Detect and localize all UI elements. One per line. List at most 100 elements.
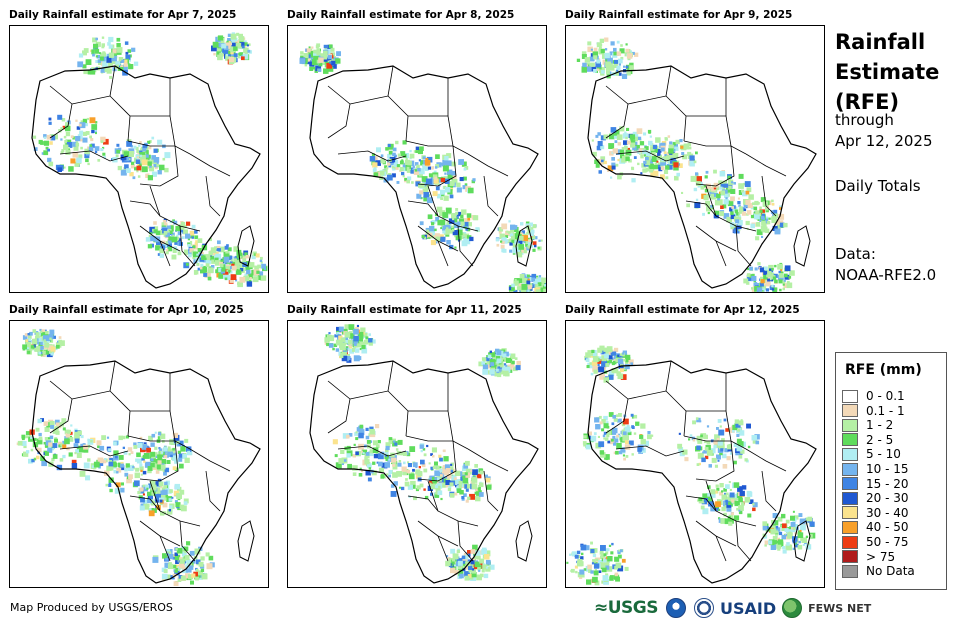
legend-label: 10 - 15 bbox=[866, 462, 909, 476]
country-border bbox=[189, 153, 231, 177]
side-title-line-3: (RFE) bbox=[835, 90, 900, 114]
legend-label: 1 - 2 bbox=[866, 418, 894, 433]
country-border bbox=[179, 225, 196, 267]
legend-item: 10 - 15 bbox=[842, 462, 909, 476]
legend-label: 50 - 75 bbox=[866, 535, 909, 549]
panel-title: Daily Rainfall estimate for Apr 11, 2025 bbox=[287, 304, 522, 316]
country-border bbox=[71, 95, 131, 142]
legend-swatch bbox=[842, 491, 858, 505]
country-border bbox=[405, 140, 469, 155]
legend-swatch bbox=[842, 477, 858, 491]
country-border bbox=[139, 440, 179, 482]
legend-item: 50 - 75 bbox=[842, 535, 909, 549]
panel-title: Daily Rainfall estimate for Apr 7, 2025 bbox=[9, 9, 237, 21]
country-border bbox=[71, 390, 131, 437]
rainfall-field bbox=[324, 324, 521, 581]
country-border bbox=[605, 85, 629, 139]
legend-swatch bbox=[842, 404, 858, 418]
agency-logos: ≈USGS USAID FEWS NET bbox=[594, 596, 871, 620]
country-border bbox=[387, 360, 394, 392]
country-border bbox=[457, 225, 474, 267]
rainfall-map bbox=[287, 320, 547, 588]
country-border bbox=[149, 185, 201, 232]
country-border bbox=[695, 440, 735, 482]
legend-swatch bbox=[842, 433, 858, 447]
usgs-logo: ≈USGS bbox=[594, 598, 659, 618]
africa-coastline bbox=[587, 360, 817, 584]
rainfall-map bbox=[9, 25, 269, 293]
legend-item: 2 - 5 bbox=[842, 433, 893, 447]
legend-swatch bbox=[842, 506, 858, 520]
country-border bbox=[761, 175, 777, 217]
country-border bbox=[685, 495, 717, 512]
country-border bbox=[715, 535, 727, 562]
africa-coastline bbox=[309, 65, 539, 289]
country-border bbox=[735, 520, 752, 562]
legend-swatch bbox=[842, 418, 858, 432]
madagascar-outline bbox=[237, 225, 255, 267]
country-border bbox=[59, 150, 129, 162]
madagascar-outline bbox=[793, 225, 811, 267]
panel-title: Daily Rainfall estimate for Apr 10, 2025 bbox=[9, 304, 244, 316]
country-border bbox=[179, 520, 196, 562]
country-border bbox=[327, 380, 351, 434]
africa-map-graphic bbox=[576, 37, 817, 292]
side-title-line-2: Estimate bbox=[835, 60, 940, 84]
africa-map-graphic bbox=[309, 324, 539, 584]
legend-swatch bbox=[842, 447, 858, 461]
country-border bbox=[615, 445, 685, 457]
rainfall-field bbox=[16, 328, 215, 587]
legend-label: 20 - 30 bbox=[866, 491, 909, 506]
madagascar-outline bbox=[515, 520, 533, 562]
africa-map-graphic bbox=[16, 328, 261, 587]
africa-coastline bbox=[309, 360, 539, 584]
legend-label: 30 - 40 bbox=[866, 505, 909, 520]
country-border bbox=[483, 470, 499, 512]
country-border bbox=[49, 380, 73, 434]
usaid-logo: USAID bbox=[720, 598, 777, 618]
country-border bbox=[683, 435, 747, 450]
country-border bbox=[349, 95, 409, 142]
legend-item: 5 - 10 bbox=[842, 447, 901, 461]
country-border bbox=[457, 520, 474, 562]
africa-map-graphic bbox=[31, 32, 268, 289]
madagascar-outline bbox=[793, 520, 811, 562]
country-border bbox=[407, 495, 439, 512]
country-border bbox=[627, 390, 687, 437]
africa-coastline bbox=[31, 65, 261, 289]
rainfall-map bbox=[565, 320, 825, 588]
rainfall-map bbox=[565, 25, 825, 293]
country-border bbox=[735, 225, 752, 267]
legend-label: 40 - 50 bbox=[866, 520, 909, 535]
madagascar-outline bbox=[237, 520, 255, 562]
legend-swatch bbox=[842, 520, 858, 534]
country-border bbox=[686, 115, 732, 147]
country-border bbox=[745, 448, 787, 472]
country-border bbox=[427, 185, 479, 232]
country-border bbox=[665, 360, 672, 392]
legend-item: 0 - 0.1 bbox=[842, 389, 905, 403]
country-border bbox=[159, 535, 171, 562]
legend-swatch bbox=[842, 564, 858, 578]
panel-title: Daily Rainfall estimate for Apr 8, 2025 bbox=[287, 9, 515, 21]
legend-swatch bbox=[842, 389, 858, 403]
country-border bbox=[405, 435, 469, 450]
country-border bbox=[417, 440, 457, 482]
country-border bbox=[49, 85, 73, 139]
country-border bbox=[129, 200, 161, 217]
data-label: Data: bbox=[835, 245, 876, 263]
legend-item: 40 - 50 bbox=[842, 520, 909, 534]
side-title: Rainfall Estimate (RFE) bbox=[835, 27, 939, 117]
side-title-line-1: Rainfall bbox=[835, 30, 926, 54]
country-border bbox=[665, 65, 672, 97]
country-border bbox=[149, 480, 201, 527]
legend-item: 0.1 - 1 bbox=[842, 404, 905, 418]
country-border bbox=[605, 380, 629, 434]
country-border bbox=[349, 390, 409, 437]
africa-map-graphic bbox=[566, 345, 817, 586]
madagascar-outline bbox=[515, 225, 533, 267]
rainfall-field bbox=[32, 32, 268, 288]
legend-swatch bbox=[842, 462, 858, 476]
legend-label: 15 - 20 bbox=[866, 476, 909, 491]
country-border bbox=[408, 410, 454, 442]
